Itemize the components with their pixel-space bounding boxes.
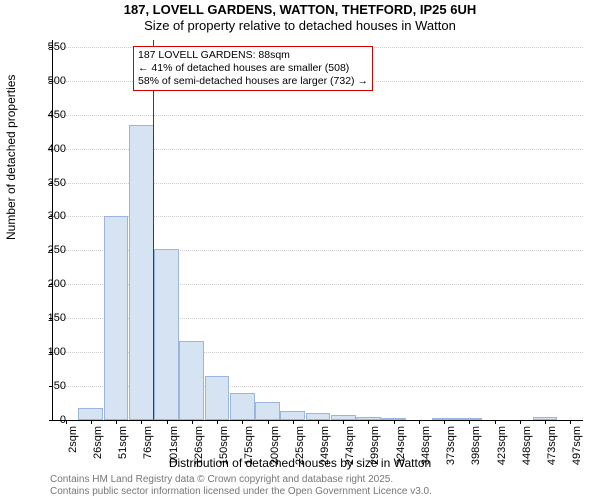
annotation-line2: ← 41% of detached houses are smaller (50…: [138, 62, 368, 75]
xtick-mark: [419, 420, 420, 424]
ytick-label: 350: [26, 177, 66, 189]
xtick-mark: [268, 420, 269, 424]
xtick-label: 373sqm: [445, 426, 457, 470]
histogram-bar: [255, 402, 280, 420]
annotation-box: 187 LOVELL GARDENS: 88sqm ← 41% of detac…: [133, 46, 373, 91]
ytick-label: 0: [26, 414, 66, 426]
histogram-bar: [280, 411, 305, 420]
xtick-mark: [520, 420, 521, 424]
ytick-label: 200: [26, 278, 66, 290]
xtick-label: 175sqm: [243, 426, 255, 470]
y-axis-label: Number of detached properties: [4, 75, 18, 240]
footer-attribution: Contains HM Land Registry data © Crown c…: [50, 474, 432, 498]
histogram-bar: [104, 216, 129, 420]
xtick-mark: [545, 420, 546, 424]
histogram-bar: [179, 341, 204, 420]
histogram-bar: [78, 408, 103, 420]
xtick-mark: [293, 420, 294, 424]
xtick-mark: [368, 420, 369, 424]
xtick-mark: [217, 420, 218, 424]
xtick-label: 76sqm: [142, 426, 154, 470]
xtick-mark: [192, 420, 193, 424]
annotation-line3: 58% of semi-detached houses are larger (…: [138, 75, 368, 88]
ytick-label: 150: [26, 312, 66, 324]
ytick-label: 50: [26, 380, 66, 392]
xtick-label: 225sqm: [294, 426, 306, 470]
plot-area: 187 LOVELL GARDENS: 88sqm ← 41% of detac…: [52, 40, 583, 421]
xtick-label: 423sqm: [496, 426, 508, 470]
xtick-label: 150sqm: [218, 426, 230, 470]
xtick-mark: [318, 420, 319, 424]
ytick-label: 100: [26, 346, 66, 358]
footer-line1: Contains HM Land Registry data © Crown c…: [50, 474, 432, 486]
ytick-label: 500: [26, 75, 66, 87]
footer-line2: Contains public sector information licen…: [50, 486, 432, 498]
xtick-mark: [570, 420, 571, 424]
xtick-label: 249sqm: [319, 426, 331, 470]
xtick-label: 274sqm: [344, 426, 356, 470]
xtick-label: 126sqm: [193, 426, 205, 470]
histogram-bar: [205, 376, 230, 420]
ytick-label: 550: [26, 41, 66, 53]
xtick-label: 26sqm: [92, 426, 104, 470]
xtick-label: 348sqm: [420, 426, 432, 470]
chart-title-line1: 187, LOVELL GARDENS, WATTON, THETFORD, I…: [0, 2, 600, 17]
xtick-label: 101sqm: [168, 426, 180, 470]
xtick-label: 324sqm: [395, 426, 407, 470]
histogram-bar: [129, 125, 154, 420]
xtick-label: 448sqm: [521, 426, 533, 470]
chart-title-line2: Size of property relative to detached ho…: [0, 18, 600, 33]
xtick-mark: [394, 420, 395, 424]
xtick-mark: [444, 420, 445, 424]
ytick-label: 300: [26, 210, 66, 222]
histogram-bar: [154, 249, 179, 420]
histogram-bar: [306, 413, 331, 420]
ytick-label: 450: [26, 109, 66, 121]
xtick-mark: [242, 420, 243, 424]
histogram-bar: [230, 393, 255, 420]
property-marker-line: [153, 40, 154, 420]
xtick-mark: [116, 420, 117, 424]
xtick-mark: [495, 420, 496, 424]
chart-container: 187, LOVELL GARDENS, WATTON, THETFORD, I…: [0, 0, 600, 500]
gridline: [53, 115, 583, 116]
xtick-mark: [469, 420, 470, 424]
xtick-mark: [141, 420, 142, 424]
xtick-mark: [343, 420, 344, 424]
xtick-label: 473sqm: [546, 426, 558, 470]
xtick-label: 51sqm: [117, 426, 129, 470]
xtick-label: 200sqm: [269, 426, 281, 470]
xtick-label: 299sqm: [369, 426, 381, 470]
xtick-mark: [91, 420, 92, 424]
xtick-label: 497sqm: [571, 426, 583, 470]
xtick-mark: [167, 420, 168, 424]
ytick-label: 400: [26, 143, 66, 155]
xtick-label: 2sqm: [67, 426, 79, 470]
annotation-line1: 187 LOVELL GARDENS: 88sqm: [138, 49, 368, 62]
ytick-label: 250: [26, 244, 66, 256]
xtick-label: 398sqm: [470, 426, 482, 470]
